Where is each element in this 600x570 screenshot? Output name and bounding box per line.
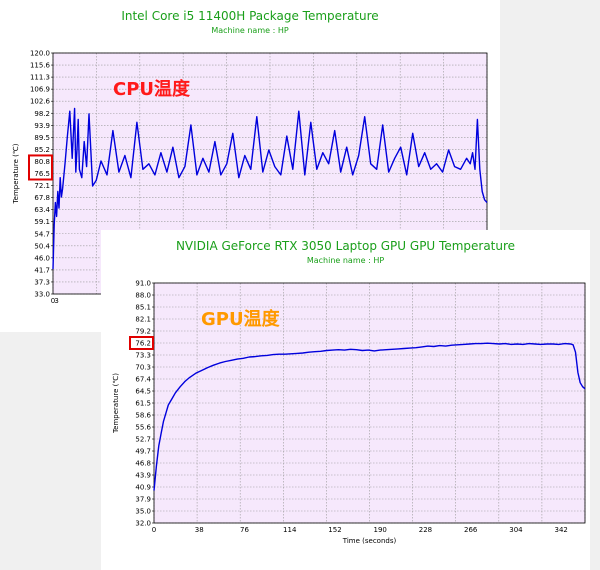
gpu-y-tick-label: 61.5 xyxy=(135,400,151,408)
gpu-x-tick-label: 304 xyxy=(509,526,523,534)
gpu-y-axis-label: Temperature (℃) xyxy=(112,373,120,434)
cpu-y-tick-label: 120.0 xyxy=(30,50,50,58)
gpu-y-tick-label: 76.2 xyxy=(135,340,151,348)
cpu-y-tick-label: 63.4 xyxy=(34,206,50,214)
cpu-y-tick-label: 102.6 xyxy=(30,98,51,106)
gpu-y-tick-label: 88.0 xyxy=(135,292,151,300)
gpu-y-tick-label: 79.2 xyxy=(135,328,151,336)
gpu-x-tick-label: 342 xyxy=(555,526,568,534)
gpu-chart-subtitle: Machine name : HP xyxy=(306,256,385,265)
cpu-y-tick-label: 98.2 xyxy=(34,110,50,118)
gpu-y-tick-label: 37.9 xyxy=(135,496,151,504)
gpu-x-tick-label: 76 xyxy=(240,526,249,534)
cpu-y-axis-label: Temperature (℃) xyxy=(12,143,20,204)
cpu-y-tick-label: 67.8 xyxy=(34,194,50,202)
cpu-highlight-box xyxy=(28,154,53,181)
gpu-x-tick-label: 228 xyxy=(419,526,432,534)
cpu-temperature-line xyxy=(52,107,488,270)
gpu-chart-panel: NVIDIA GeForce RTX 3050 Laptop GPU GPU T… xyxy=(101,230,590,570)
gpu-y-tick-label: 35.0 xyxy=(135,508,151,516)
cpu-x-tick-label: 0 xyxy=(51,297,55,305)
gpu-y-tick-label: 85.1 xyxy=(135,304,151,312)
gpu-x-tick-label: 152 xyxy=(328,526,341,534)
gpu-x-tick-label: 0 xyxy=(152,526,156,534)
cpu-y-tick-label: 33.0 xyxy=(34,291,50,299)
gpu-y-tick-label: 64.5 xyxy=(135,388,151,396)
cpu-y-tick-label: 80.8 xyxy=(34,158,50,166)
gpu-y-tick-label: 82.1 xyxy=(135,316,151,324)
gpu-y-tick-label: 46.8 xyxy=(135,460,151,468)
cpu-y-tick-label: 46.0 xyxy=(34,254,50,262)
cpu-y-tick-label: 50.4 xyxy=(34,242,50,250)
cpu-y-tick-label: 106.9 xyxy=(30,86,50,94)
cpu-chart-subtitle: Machine name : HP xyxy=(211,26,289,35)
cpu-y-tick-label: 54.7 xyxy=(34,230,50,238)
gpu-highlight-box xyxy=(129,336,154,350)
gpu-y-tick-label: 43.9 xyxy=(135,472,151,480)
cpu-y-tick-label: 76.5 xyxy=(34,170,50,178)
cpu-annotation-label: CPU温度 xyxy=(113,78,191,100)
gpu-y-tick-label: 73.3 xyxy=(135,352,151,360)
cpu-y-tick-label: 72.1 xyxy=(34,182,50,190)
gpu-y-tick-label: 32.0 xyxy=(135,520,151,528)
gpu-temperature-chart: 91.0 88.0 85.1 82.1 79.2 76.2 73.3 70.3 67.4 64.5… xyxy=(112,280,586,545)
cpu-x-tick-label: 3 xyxy=(54,297,58,305)
gpu-y-tick-label: 52.7 xyxy=(135,436,151,444)
cpu-y-tick-label: 41.7 xyxy=(34,266,50,274)
gpu-x-axis-label: Time (seconds) xyxy=(342,537,397,545)
cpu-y-tick-label: 115.6 xyxy=(30,62,51,70)
gpu-y-tick-label: 91.0 xyxy=(135,280,151,288)
cpu-y-tick-label: 37.3 xyxy=(34,278,50,286)
cpu-y-tick-label: 111.3 xyxy=(30,74,50,82)
cpu-y-tick-label: 85.2 xyxy=(34,146,50,154)
gpu-x-tick-label: 266 xyxy=(464,526,478,534)
gpu-temperature-line xyxy=(153,342,586,491)
gpu-y-tick-label: 55.6 xyxy=(135,424,151,432)
gpu-y-tick-label: 49.7 xyxy=(135,448,151,456)
gpu-x-tick-label: 114 xyxy=(283,526,297,534)
gpu-y-tick-label: 70.3 xyxy=(135,364,151,372)
gpu-x-tick-label: 190 xyxy=(374,526,387,534)
gpu-y-tick-label: 40.9 xyxy=(135,484,151,492)
gpu-annotation-label: GPU温度 xyxy=(201,308,281,330)
cpu-chart-title: Intel Core i5 11400H Package Temperature xyxy=(121,9,379,23)
gpu-y-tick-label: 58.6 xyxy=(135,412,151,420)
gpu-chart-title: NVIDIA GeForce RTX 3050 Laptop GPU GPU T… xyxy=(175,239,516,253)
cpu-y-tick-label: 59.1 xyxy=(34,218,50,226)
gpu-y-tick-label: 67.4 xyxy=(135,376,151,384)
cpu-y-tick-label: 93.9 xyxy=(34,122,50,130)
cpu-y-tick-label: 89.5 xyxy=(34,134,50,142)
gpu-x-tick-label: 38 xyxy=(195,526,204,534)
